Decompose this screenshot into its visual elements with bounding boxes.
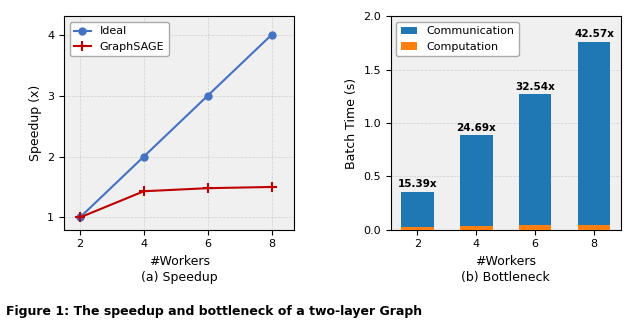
GraphSAGE [204, 186, 212, 190]
Legend: Ideal, GraphSAGE: Ideal, GraphSAGE [70, 22, 168, 56]
Text: Figure 1: The speedup and bottleneck of a two-layer Graph: Figure 1: The speedup and bottleneck of … [6, 305, 422, 318]
Ideal [140, 154, 148, 158]
Bar [460, 226, 493, 230]
Y-axis label: Speedup (x): Speedup (x) [29, 85, 42, 161]
Line: Ideal: Ideal [77, 31, 275, 221]
Bar [401, 192, 433, 230]
Bar [401, 227, 433, 230]
Bar [578, 225, 611, 230]
Line: GraphSAGE: GraphSAGE [75, 182, 276, 222]
Ideal [76, 215, 84, 219]
Bar [519, 94, 552, 230]
Ideal [204, 93, 212, 97]
Bar [519, 225, 552, 230]
Legend: Communication, Computation: Communication, Computation [396, 22, 518, 56]
Text: (b) Bottleneck: (b) Bottleneck [461, 271, 550, 284]
Ideal [268, 33, 276, 37]
Text: 42.57x: 42.57x [574, 29, 614, 39]
X-axis label: #Workers: #Workers [148, 255, 209, 268]
Text: 15.39x: 15.39x [397, 179, 437, 189]
GraphSAGE [140, 189, 148, 193]
Y-axis label: Batch Time (s): Batch Time (s) [345, 77, 358, 169]
X-axis label: #Workers: #Workers [476, 255, 536, 268]
Text: 32.54x: 32.54x [515, 82, 555, 92]
GraphSAGE [268, 185, 276, 189]
Text: (a) Speedup: (a) Speedup [141, 271, 218, 284]
Bar [578, 42, 611, 230]
Bar [460, 135, 493, 230]
GraphSAGE [76, 215, 84, 219]
Text: 24.69x: 24.69x [456, 123, 496, 133]
